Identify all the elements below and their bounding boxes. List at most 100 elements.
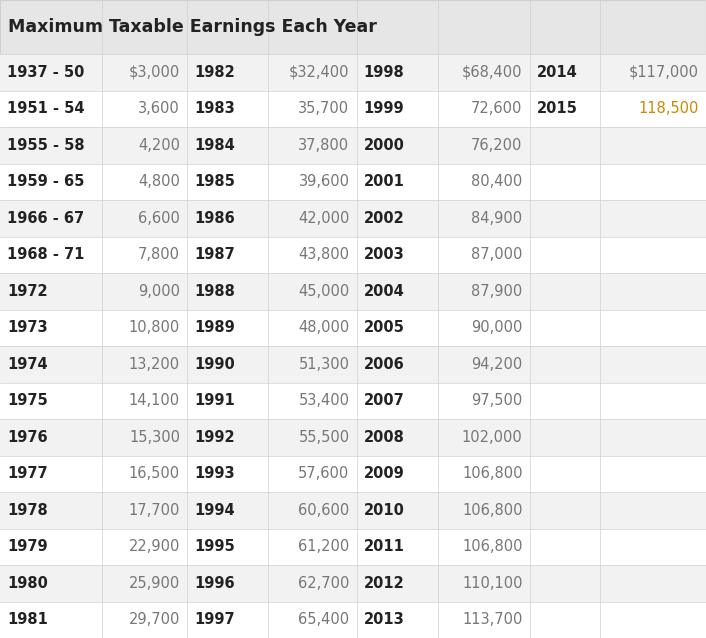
Bar — [0, 456, 706, 492]
Text: 1983: 1983 — [194, 101, 235, 117]
Text: 62,700: 62,700 — [298, 575, 349, 591]
Text: 25,900: 25,900 — [128, 575, 180, 591]
Text: 16,500: 16,500 — [129, 466, 180, 481]
Text: 2002: 2002 — [364, 211, 405, 226]
Bar — [0, 346, 706, 383]
Text: $3,000: $3,000 — [128, 65, 180, 80]
Text: $32,400: $32,400 — [289, 65, 349, 80]
Text: 1937 - 50: 1937 - 50 — [7, 65, 85, 80]
Text: 65,400: 65,400 — [299, 612, 349, 627]
Bar — [0, 237, 706, 273]
Text: 2007: 2007 — [364, 394, 405, 408]
Text: 2008: 2008 — [364, 430, 405, 445]
Text: 2005: 2005 — [364, 320, 405, 336]
Bar — [0, 54, 706, 91]
Text: 1981: 1981 — [7, 612, 48, 627]
Text: 1968 - 71: 1968 - 71 — [7, 248, 85, 262]
Text: 2012: 2012 — [364, 575, 405, 591]
Text: 1985: 1985 — [194, 174, 235, 189]
Text: 4,800: 4,800 — [138, 174, 180, 189]
Text: 2013: 2013 — [364, 612, 405, 627]
Text: 48,000: 48,000 — [298, 320, 349, 336]
Text: 1986: 1986 — [194, 211, 235, 226]
Text: 2011: 2011 — [364, 539, 405, 554]
Text: 2006: 2006 — [364, 357, 405, 372]
Text: 55,500: 55,500 — [299, 430, 349, 445]
Text: 1982: 1982 — [194, 65, 235, 80]
Text: 1955 - 58: 1955 - 58 — [7, 138, 85, 153]
Text: 2003: 2003 — [364, 248, 405, 262]
Text: 106,800: 106,800 — [462, 503, 522, 518]
Text: 57,600: 57,600 — [298, 466, 349, 481]
Text: 1997: 1997 — [194, 612, 235, 627]
Text: 45,000: 45,000 — [298, 284, 349, 299]
Text: 35,700: 35,700 — [299, 101, 349, 117]
Text: 1977: 1977 — [7, 466, 48, 481]
Text: 53,400: 53,400 — [299, 394, 349, 408]
Text: 14,100: 14,100 — [129, 394, 180, 408]
Text: 4,200: 4,200 — [138, 138, 180, 153]
Text: 2001: 2001 — [364, 174, 405, 189]
Bar — [0, 528, 706, 565]
Text: 1980: 1980 — [7, 575, 48, 591]
Bar — [0, 91, 706, 127]
Text: 1991: 1991 — [194, 394, 235, 408]
Bar — [0, 309, 706, 346]
Text: 2004: 2004 — [364, 284, 405, 299]
Text: 39,600: 39,600 — [299, 174, 349, 189]
Text: 1984: 1984 — [194, 138, 235, 153]
Text: 76,200: 76,200 — [471, 138, 522, 153]
Text: 1988: 1988 — [194, 284, 235, 299]
Text: 15,300: 15,300 — [129, 430, 180, 445]
Text: 1994: 1994 — [194, 503, 235, 518]
Text: 61,200: 61,200 — [298, 539, 349, 554]
Text: 97,500: 97,500 — [471, 394, 522, 408]
Text: 110,100: 110,100 — [462, 575, 522, 591]
Text: 2010: 2010 — [364, 503, 405, 518]
Text: 1966 - 67: 1966 - 67 — [7, 211, 84, 226]
Text: 2014: 2014 — [537, 65, 578, 80]
Text: 1996: 1996 — [194, 575, 235, 591]
Text: 113,700: 113,700 — [462, 612, 522, 627]
Text: 1973: 1973 — [7, 320, 48, 336]
Text: 1951 - 54: 1951 - 54 — [7, 101, 85, 117]
Bar — [0, 602, 706, 638]
Text: Maximum Taxable Earnings Each Year: Maximum Taxable Earnings Each Year — [8, 18, 377, 36]
Text: 1999: 1999 — [364, 101, 405, 117]
Text: 1998: 1998 — [364, 65, 405, 80]
Text: 94,200: 94,200 — [471, 357, 522, 372]
Bar — [0, 0, 706, 54]
Text: 42,000: 42,000 — [298, 211, 349, 226]
Text: 1987: 1987 — [194, 248, 235, 262]
Text: 10,800: 10,800 — [128, 320, 180, 336]
Bar — [0, 200, 706, 237]
Text: 17,700: 17,700 — [128, 503, 180, 518]
Text: 87,000: 87,000 — [471, 248, 522, 262]
Text: 102,000: 102,000 — [462, 430, 522, 445]
Text: 80,400: 80,400 — [471, 174, 522, 189]
Text: 22,900: 22,900 — [128, 539, 180, 554]
Text: 90,000: 90,000 — [471, 320, 522, 336]
Text: 72,600: 72,600 — [471, 101, 522, 117]
Text: 1975: 1975 — [7, 394, 48, 408]
Text: 13,200: 13,200 — [129, 357, 180, 372]
Bar — [0, 419, 706, 456]
Bar — [0, 164, 706, 200]
Bar — [0, 273, 706, 309]
Text: 60,600: 60,600 — [298, 503, 349, 518]
Text: 118,500: 118,500 — [638, 101, 699, 117]
Text: 1990: 1990 — [194, 357, 235, 372]
Text: 84,900: 84,900 — [472, 211, 522, 226]
Text: $117,000: $117,000 — [629, 65, 699, 80]
Text: 87,900: 87,900 — [471, 284, 522, 299]
Text: $68,400: $68,400 — [462, 65, 522, 80]
Text: 29,700: 29,700 — [128, 612, 180, 627]
Text: 3,600: 3,600 — [138, 101, 180, 117]
Text: 1989: 1989 — [194, 320, 235, 336]
Text: 43,800: 43,800 — [299, 248, 349, 262]
Text: 37,800: 37,800 — [299, 138, 349, 153]
Text: 51,300: 51,300 — [299, 357, 349, 372]
Text: 1995: 1995 — [194, 539, 235, 554]
Bar — [0, 492, 706, 528]
Text: 2000: 2000 — [364, 138, 405, 153]
